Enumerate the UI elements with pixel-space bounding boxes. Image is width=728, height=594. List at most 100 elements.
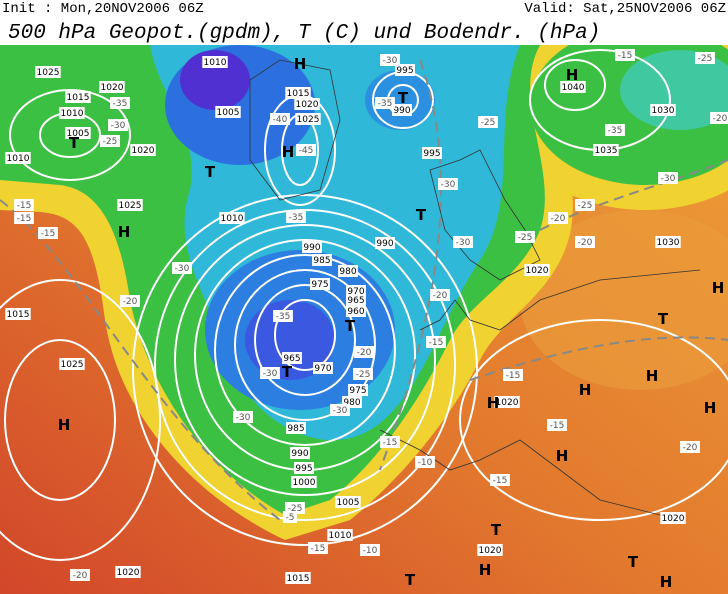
isobar-label: 1010 [221, 214, 244, 224]
pressure-center: H [704, 399, 717, 417]
temperature-label-box [70, 569, 90, 581]
isobar-label: 1025 [119, 201, 142, 211]
isobar-label: 1020 [101, 83, 124, 93]
temperature-label: -15 [429, 338, 444, 348]
isobar-label-box [5, 308, 31, 320]
isobar-label-box [59, 358, 85, 370]
isobar-label-box [130, 144, 156, 156]
isobar-label-box [375, 237, 395, 249]
temperature-label-box [575, 236, 595, 248]
isobar-label-box [294, 462, 314, 474]
isobar-label-box [294, 98, 320, 110]
pressure-center: T [69, 134, 80, 152]
temperature-label-box [260, 367, 280, 379]
isobar-label-box [346, 305, 366, 317]
isobar-label: 970 [314, 364, 331, 374]
init-label: Init : Mon,20NOV2006 06Z [2, 1, 204, 17]
temperature-label: -25 [698, 54, 713, 64]
temperature-label: -25 [518, 233, 533, 243]
temperature-label-box [360, 544, 380, 556]
temperature-label-box [120, 295, 140, 307]
temperature-label: -25 [481, 118, 496, 128]
temperature-label: -30 [456, 238, 471, 248]
isobar-label-box [99, 81, 125, 93]
isobar-label: 990 [291, 449, 308, 459]
temperature-label: -30 [383, 56, 398, 66]
temperature-label-box [100, 135, 120, 147]
pressure-center: T [628, 553, 639, 571]
temperature-label: -15 [383, 438, 398, 448]
temperature-label: -10 [418, 458, 433, 468]
temperature-label: -15 [618, 51, 633, 61]
temperature-label: -40 [273, 115, 288, 125]
isobar-label-box [302, 241, 322, 253]
isobar-label: 965 [347, 296, 364, 306]
temperature-label-box [478, 116, 498, 128]
temperature-label: -30 [661, 174, 676, 184]
temperature-label: -20 [357, 348, 372, 358]
temperature-label-box [615, 49, 635, 61]
temperature-label: -20 [578, 238, 593, 248]
temperature-label: -20 [73, 571, 88, 581]
temperature-label-box [38, 227, 58, 239]
pressure-center: H [294, 55, 307, 73]
isobar-label: 1040 [562, 83, 585, 93]
temperature-label-box [172, 262, 192, 274]
temperature-label: -20 [551, 214, 566, 224]
temperature-label-box [426, 336, 446, 348]
isobar-label: 1020 [662, 514, 685, 524]
isobar-label-box [313, 362, 333, 374]
isobar-label: 1010 [61, 109, 84, 119]
isobar-label: 1010 [7, 154, 30, 164]
temperature-label-box [680, 441, 700, 453]
temperature-label: -15 [41, 229, 56, 239]
temperature-label: -25 [103, 137, 118, 147]
isobar-label-box [660, 512, 686, 524]
pressure-center: H [579, 381, 592, 399]
temperature-label: -15 [493, 476, 508, 486]
temperature-label-box [503, 369, 523, 381]
temperature-label: -15 [17, 214, 32, 224]
isobar-label: 1020 [117, 568, 140, 578]
isobar-label-box [524, 264, 550, 276]
temperature-label: -35 [113, 99, 128, 109]
temperature-label: -35 [289, 213, 304, 223]
isobar-label: 965 [283, 354, 300, 364]
isobar-label-box [650, 104, 676, 116]
isobar-label: 1015 [67, 93, 90, 103]
temperature-label-box [380, 54, 400, 66]
isobar-label-box [494, 396, 520, 408]
isobar-label: 1005 [67, 129, 90, 139]
temperature-label: -30 [111, 121, 126, 131]
pressure-center: T [658, 310, 669, 328]
temperature-label-box [308, 542, 328, 554]
isobar-label: 1010 [329, 531, 352, 541]
isobar-label: 1005 [337, 498, 360, 508]
isobar-label: 1025 [297, 115, 320, 125]
temperature-label: -30 [236, 413, 251, 423]
temperature-label-box [296, 144, 316, 156]
temperature-label-box [14, 199, 34, 211]
temperature-label-box [380, 436, 400, 448]
isobar-label-box [593, 144, 619, 156]
temperature-label-box [286, 211, 306, 223]
temperature-label-box [695, 52, 715, 64]
temperature-label-box [430, 289, 450, 301]
temperature-label-box [438, 178, 458, 190]
isobar-label: 1015 [7, 310, 30, 320]
isobar-label: 990 [303, 243, 320, 253]
isobar-label: 970 [347, 287, 364, 297]
isobar-label-box [477, 544, 503, 556]
pressure-center: T [205, 163, 216, 181]
temperature-label: -10 [363, 546, 378, 556]
isobar-label-box [395, 64, 415, 76]
isobar-label-box [65, 127, 91, 139]
temperature-label: -35 [608, 126, 623, 136]
temperature-label-box [710, 112, 728, 124]
temperature-label-box [658, 172, 678, 184]
isobar-label-box [117, 199, 143, 211]
temperature-label-box [353, 368, 373, 380]
isobar-label-box [291, 476, 317, 488]
header-background [0, 0, 728, 45]
pressure-center: H [487, 394, 500, 412]
